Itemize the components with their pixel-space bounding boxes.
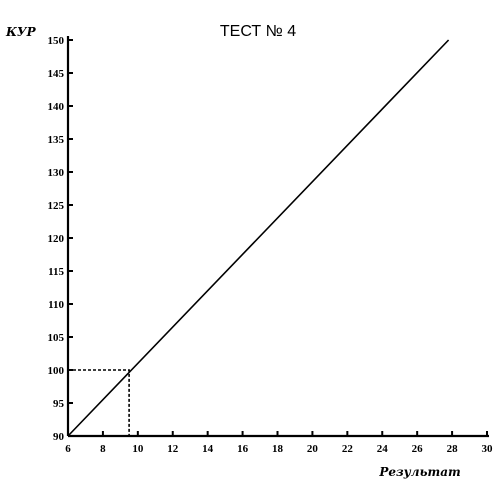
- y-tick-label: 90: [53, 431, 65, 443]
- y-axis-label: КУР: [5, 25, 37, 39]
- x-tick-label: 6: [65, 443, 71, 455]
- axes: [66, 36, 489, 438]
- x-tick-label: 18: [272, 443, 284, 455]
- chart-title: ТЕСТ № 4: [220, 23, 296, 40]
- x-tick-label: 24: [377, 443, 389, 455]
- y-tick-label: 150: [48, 35, 65, 47]
- series-line: [67, 39, 450, 437]
- x-tick-label: 28: [447, 443, 459, 455]
- y-tick-label: 120: [48, 233, 65, 245]
- y-tick-label: 135: [48, 134, 65, 146]
- y-tick-label: 140: [48, 101, 65, 113]
- series-group: [67, 39, 450, 437]
- x-tick-label: 14: [202, 443, 214, 455]
- y-tick-label: 115: [48, 266, 64, 278]
- y-tick-label: 145: [48, 68, 65, 80]
- y-tick-label: 100: [48, 365, 65, 377]
- x-tick-label: 10: [132, 443, 144, 455]
- x-tick-label: 12: [167, 443, 179, 455]
- guide-lines: [68, 369, 130, 436]
- x-ticks: 6 8 10 12 14 16 18 20 22 24 26 28 30: [65, 431, 493, 455]
- y-tick-label: 130: [48, 167, 65, 179]
- x-tick-label: 26: [412, 443, 424, 455]
- x-tick-label: 20: [307, 443, 319, 455]
- y-tick-label: 110: [48, 299, 64, 311]
- y-ticks: 90 95 100 105 110 115 120 125 130 135 140 145 150: [48, 35, 73, 443]
- y-tick-label: 125: [48, 200, 65, 212]
- x-tick-label: 30: [482, 443, 494, 455]
- dashed-guide: [68, 369, 130, 436]
- y-tick-label: 95: [53, 398, 65, 410]
- x-tick-label: 16: [237, 443, 249, 455]
- x-axis-label: Результат: [378, 465, 460, 479]
- x-tick-label: 8: [100, 443, 106, 455]
- x-tick-label: 22: [342, 443, 354, 455]
- y-tick-label: 105: [48, 332, 65, 344]
